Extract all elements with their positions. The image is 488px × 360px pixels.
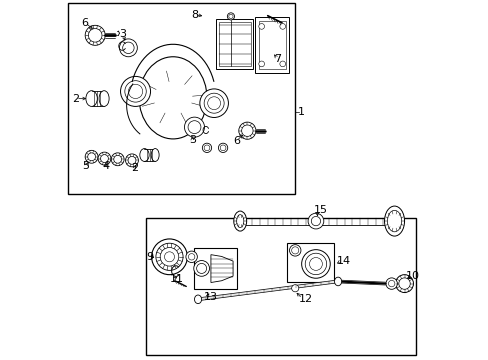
Bar [255, 18, 288, 73]
Bar [258, 21, 285, 69]
Ellipse shape [139, 57, 206, 139]
Circle shape [124, 81, 146, 102]
Circle shape [291, 285, 298, 292]
Text: 9: 9 [146, 252, 153, 262]
Text: 2: 2 [72, 94, 79, 104]
Circle shape [88, 28, 102, 42]
Text: 6: 6 [81, 18, 88, 28]
Circle shape [227, 13, 234, 20]
Circle shape [395, 275, 413, 293]
Circle shape [121, 76, 150, 107]
Bar [146, 217, 415, 355]
Text: 6: 6 [233, 136, 240, 146]
Circle shape [184, 117, 204, 137]
Text: 2: 2 [131, 163, 138, 173]
Circle shape [307, 213, 323, 229]
Circle shape [156, 243, 183, 270]
Circle shape [258, 61, 264, 67]
Circle shape [203, 93, 224, 113]
Circle shape [164, 252, 174, 262]
Circle shape [125, 154, 138, 167]
Ellipse shape [99, 91, 109, 107]
Circle shape [160, 248, 179, 266]
Circle shape [279, 61, 285, 67]
Text: 3: 3 [188, 135, 195, 145]
Ellipse shape [236, 215, 244, 228]
Circle shape [119, 39, 137, 57]
Ellipse shape [151, 149, 159, 161]
Bar [216, 19, 253, 69]
Circle shape [291, 247, 298, 254]
Ellipse shape [233, 211, 246, 231]
Bar [193, 248, 236, 289]
Circle shape [188, 121, 201, 134]
Text: 4: 4 [102, 161, 109, 171]
Ellipse shape [386, 210, 401, 232]
Text: 7: 7 [273, 54, 280, 64]
Circle shape [279, 23, 285, 29]
Circle shape [218, 143, 227, 153]
Circle shape [85, 150, 98, 163]
Ellipse shape [140, 149, 149, 161]
Circle shape [309, 257, 322, 270]
Circle shape [228, 14, 233, 18]
Circle shape [85, 25, 105, 45]
Circle shape [398, 278, 409, 289]
Circle shape [258, 23, 264, 29]
Circle shape [202, 143, 211, 153]
Text: 15: 15 [313, 205, 327, 215]
Bar [287, 243, 333, 282]
Bar [67, 3, 294, 194]
Circle shape [122, 42, 134, 54]
Ellipse shape [384, 206, 404, 236]
Polygon shape [198, 280, 337, 301]
Circle shape [193, 261, 209, 276]
Circle shape [111, 153, 124, 166]
Circle shape [98, 152, 111, 165]
Text: 13: 13 [203, 292, 217, 302]
Circle shape [311, 216, 320, 226]
Bar [218, 22, 250, 66]
Circle shape [238, 122, 255, 139]
Circle shape [305, 253, 326, 275]
Circle shape [385, 278, 397, 289]
Circle shape [207, 97, 220, 110]
Circle shape [101, 155, 108, 162]
Circle shape [185, 251, 197, 262]
Circle shape [241, 125, 253, 136]
Circle shape [128, 84, 142, 99]
Text: 8: 8 [190, 10, 198, 19]
Circle shape [220, 145, 225, 151]
Circle shape [196, 264, 206, 273]
Circle shape [128, 157, 136, 164]
Ellipse shape [334, 277, 341, 286]
Text: 1: 1 [298, 107, 305, 117]
Text: 14: 14 [336, 256, 350, 266]
Ellipse shape [194, 295, 201, 303]
Circle shape [151, 239, 187, 275]
Circle shape [289, 245, 300, 256]
Circle shape [87, 153, 95, 161]
Text: 10: 10 [406, 271, 420, 282]
Circle shape [200, 89, 228, 117]
Circle shape [387, 280, 394, 287]
Text: 5: 5 [82, 161, 89, 171]
Polygon shape [210, 255, 233, 283]
Text: 11: 11 [169, 274, 183, 284]
Text: 12: 12 [298, 294, 312, 303]
Text: 3: 3 [119, 29, 126, 39]
Circle shape [203, 145, 209, 151]
Circle shape [188, 253, 194, 260]
Ellipse shape [86, 91, 97, 107]
Circle shape [301, 249, 329, 278]
Circle shape [114, 156, 122, 163]
